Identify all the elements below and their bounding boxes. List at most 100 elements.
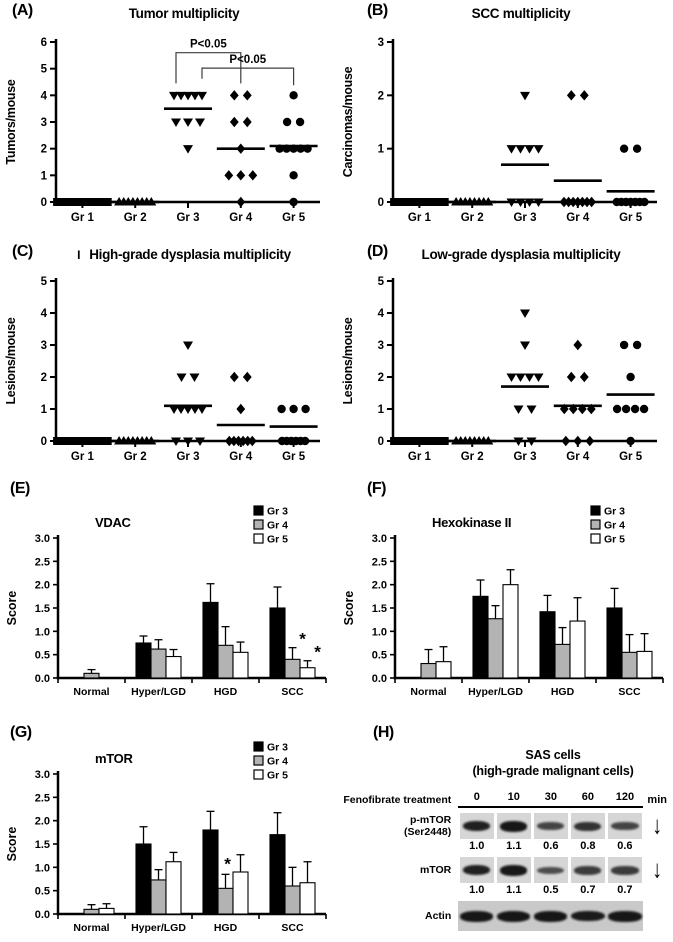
svg-text:Gr 1: Gr 1: [408, 212, 432, 224]
protein-band: [497, 910, 531, 922]
panel-E: (E) VDAC Gr 3 Gr 4 Gr 5 0.0 0.5 1.0 1.5 2.0 2.5 3.…: [0, 470, 336, 710]
blot-lane: [570, 813, 605, 840]
svg-text:0.5: 0.5: [35, 886, 50, 898]
panel-B-label: (B): [367, 2, 388, 19]
svg-text:0.0: 0.0: [372, 673, 387, 685]
blot-strip: [458, 901, 644, 932]
G-bar-svg: mTOR Gr 3 Gr 4 Gr 5 0.0 0.5 1.0 1.5 2.0 2.5 3.0 Sco…: [5, 741, 327, 934]
blot-strip-row: mTOR ↓: [337, 855, 671, 884]
svg-text:Gr 4: Gr 4: [566, 212, 590, 224]
blot-lane: 30: [544, 791, 557, 804]
svg-text:Gr 4: Gr 4: [566, 451, 590, 463]
svg-text:Lesions/mouse: Lesions/mouse: [4, 317, 18, 404]
svg-text:Hyper/LGD: Hyper/LGD: [131, 686, 186, 698]
A-scatter-svg: 0 1 2 3 4 5 6 Tumors/mouse Gr 1 Gr 2 Gr 3 Gr 4 Gr 5 P…: [4, 37, 320, 224]
svg-text:*: *: [314, 643, 321, 662]
svg-text:3: 3: [378, 37, 384, 49]
protein-band: [571, 911, 605, 922]
svg-text:Gr 3: Gr 3: [176, 212, 199, 224]
blot-lane: 60: [581, 791, 594, 804]
blot-lane: [606, 903, 643, 929]
svg-text:Gr 1: Gr 1: [71, 212, 95, 224]
down-arrow-icon: ↓: [652, 855, 663, 884]
blot-lane: [496, 813, 531, 840]
svg-text:0.5: 0.5: [372, 650, 387, 662]
svg-text:Gr 2: Gr 2: [124, 212, 147, 224]
panel-C-title-text: High-grade dysplasia multiplicity: [89, 247, 291, 262]
svg-text:HGD: HGD: [214, 686, 238, 698]
svg-text:1: 1: [41, 404, 48, 416]
blot-title: SAS cells (high-grade malignant cells): [472, 748, 634, 778]
panel-C: (C) I High-grade dysplasia multiplicity 0…: [0, 235, 336, 472]
svg-text:Hyper/LGD: Hyper/LGD: [468, 686, 523, 698]
panel-C-label: (C): [12, 243, 33, 260]
protein-band: [574, 866, 602, 875]
blot-lane: [570, 857, 605, 884]
svg-text:5: 5: [378, 276, 385, 288]
blot-lane: 120: [615, 791, 635, 804]
blot-lane: 1.1: [506, 884, 522, 897]
tumor-multiplicity-plot: 0 1 2 3 4 5 6 Tumors/mouse Gr 1 Gr 2 Gr 3 Gr 4 Gr 5 P…: [0, 28, 336, 241]
protein-band: [611, 866, 639, 875]
panel-A: (A) Tumor multiplicity 0 1 2 3 4 5 6 Tumors/mou…: [0, 0, 336, 235]
blot-lane: 0: [473, 791, 480, 804]
panel-A-title: Tumor multiplicity: [34, 6, 334, 21]
blot-lane: [458, 903, 495, 929]
blot-row-arrow: ↓: [643, 855, 671, 884]
panel-D-title: Low-grade dysplasia multiplicity: [371, 247, 671, 262]
svg-text:Gr 1: Gr 1: [71, 451, 95, 463]
protein-band: [537, 866, 565, 874]
svg-text:SCC: SCC: [618, 686, 641, 698]
svg-text:1.0: 1.0: [35, 862, 50, 874]
western-blot-panel: SAS cells (high-grade malignant cells) Fen…: [337, 710, 673, 942]
scc-multiplicity-plot: 0 1 2 3 Carcinomas/mouse Gr 1 Gr 2 Gr 3 Gr 4 Gr 5: [337, 28, 673, 241]
protein-band: [463, 821, 491, 832]
svg-text:0: 0: [378, 197, 384, 209]
panel-A-label: (A): [12, 2, 33, 19]
svg-text:*: *: [224, 854, 231, 873]
blot-lane: 0.6: [617, 840, 633, 853]
high-grade-dysplasia-plot: 0 1 2 3 4 5 Lesions/mouse Gr 1 Gr 2 Gr 3 Gr 4 Gr 5: [0, 267, 336, 480]
svg-text:1.5: 1.5: [35, 603, 50, 615]
blot-lane: 0.7: [580, 884, 596, 897]
svg-text:Gr 3: Gr 3: [513, 212, 536, 224]
blot-lane: 0.6: [543, 840, 559, 853]
svg-text:2.0: 2.0: [35, 816, 50, 828]
svg-text:Gr 2: Gr 2: [124, 451, 147, 463]
svg-text:1.5: 1.5: [372, 603, 387, 615]
svg-text:0: 0: [41, 197, 47, 209]
blot-header-row: Fenofibrate treatment 0 10 30 60 120 min: [337, 791, 671, 809]
F-bar-svg: Hexokinase II Gr 3 Gr 4 Gr 5 0.0 0.5 1.0 1.5 2.0…: [342, 505, 664, 698]
svg-text:Gr 4: Gr 4: [604, 520, 625, 532]
svg-text:2: 2: [378, 372, 384, 384]
svg-text:Score: Score: [5, 827, 19, 862]
svg-text:0: 0: [41, 436, 47, 448]
vdac-bar-chart: VDAC Gr 3 Gr 4 Gr 5 0.0 0.5 1.0 1.5 2.0 2.5 3.0 Sco…: [0, 500, 336, 717]
svg-text:*: *: [299, 630, 306, 649]
svg-text:Gr 4: Gr 4: [229, 451, 253, 463]
svg-text:VDAC: VDAC: [95, 515, 132, 530]
svg-text:Lesions/mouse: Lesions/mouse: [341, 317, 355, 404]
panel-G-label: (G): [10, 724, 32, 741]
blot-lane: [533, 857, 568, 884]
svg-text:mTOR: mTOR: [95, 751, 133, 766]
svg-text:3.0: 3.0: [35, 533, 50, 545]
svg-text:0.5: 0.5: [35, 650, 50, 662]
svg-text:Gr 5: Gr 5: [282, 212, 306, 224]
C-scatter-svg: 0 1 2 3 4 5 Lesions/mouse Gr 1 Gr 2 Gr 3 Gr 4 Gr 5: [4, 276, 320, 463]
blot-lane: [532, 903, 569, 929]
blot-lane: [569, 903, 606, 929]
protein-band: [460, 911, 494, 922]
svg-text:Gr 4: Gr 4: [267, 756, 288, 768]
svg-text:Gr 1: Gr 1: [408, 451, 432, 463]
blot-lane: 10: [507, 791, 520, 804]
svg-text:Normal: Normal: [410, 686, 446, 698]
svg-text:1.0: 1.0: [372, 626, 387, 638]
blot-lane: [607, 857, 642, 884]
blot-row-arrow: ↓: [643, 812, 671, 840]
blot-lane: [607, 813, 642, 840]
low-grade-dysplasia-plot: 0 1 2 3 4 5 Lesions/mouse Gr 1 Gr 2 Gr 3 Gr 4 Gr 5: [337, 267, 673, 480]
svg-text:2.0: 2.0: [35, 580, 50, 592]
protein-band: [500, 865, 528, 876]
